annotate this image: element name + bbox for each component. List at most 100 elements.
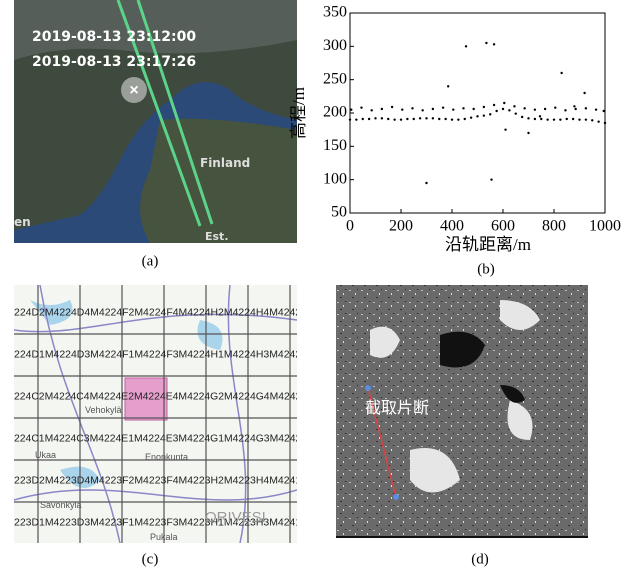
point (572, 118, 574, 120)
x-tick-label: 1000 (589, 218, 621, 235)
point (419, 117, 421, 119)
caption: (b) (477, 261, 495, 277)
map-label: Est. (205, 230, 229, 243)
point (490, 178, 492, 180)
point (457, 118, 459, 120)
point (489, 113, 491, 115)
caption: (c) (142, 551, 159, 567)
point (513, 105, 515, 107)
point (527, 132, 529, 134)
point (603, 110, 605, 112)
point (493, 43, 495, 45)
point (425, 117, 427, 119)
plot-frame (350, 13, 605, 213)
point (472, 108, 474, 110)
point (595, 108, 597, 110)
point (544, 108, 546, 110)
point (574, 108, 576, 110)
point (591, 119, 593, 121)
place-label: Savonkylä (40, 500, 82, 510)
point (483, 114, 485, 116)
caption: (a) (142, 253, 159, 269)
point (597, 120, 599, 122)
x-tick-label: 600 (491, 218, 515, 235)
x-tick-label: 0 (346, 218, 354, 235)
point (504, 128, 506, 130)
point (425, 182, 427, 184)
y-tick-label: 200 (323, 104, 347, 121)
x-tick-label: 200 (389, 218, 413, 235)
point (370, 109, 372, 111)
point (503, 102, 505, 104)
point (452, 108, 454, 110)
point (400, 118, 402, 120)
point (483, 106, 485, 108)
map-label: Finland (200, 156, 250, 170)
time-label: 2019-08-13 23:12:00 (32, 29, 196, 45)
point (493, 104, 495, 106)
point (515, 112, 517, 114)
point (381, 117, 383, 119)
tile-label: 223D2M4223D4M4223F2M4223F4M4223H2M4223H4… (14, 476, 314, 487)
panel-c: 224D2M4224D4M4224F2M4224F4M4224H2M4224H4… (14, 285, 332, 544)
y-axis-label: 高程/m (289, 87, 308, 139)
point (374, 117, 376, 119)
time-label: 2019-08-13 23:17:26 (32, 54, 196, 70)
point (566, 118, 568, 120)
annotation: 截取片断 (365, 399, 429, 417)
place-label: ORIVESI (205, 509, 266, 526)
tile-label: 224C1M4224C3M4224E1M4224E3M4224G1M4224G3… (14, 434, 314, 445)
point (465, 45, 467, 47)
point (391, 106, 393, 108)
point (560, 72, 562, 74)
tile-label: 224D1M4224D3M4224F1M4224F3M4224H1M4224H3… (14, 350, 314, 361)
point (432, 108, 434, 110)
point (604, 122, 606, 124)
y-tick-label: 300 (323, 37, 347, 54)
point (554, 106, 556, 108)
point (495, 110, 497, 112)
point (387, 118, 389, 120)
x-tick-label: 800 (542, 218, 566, 235)
point (381, 108, 383, 110)
point (485, 42, 487, 44)
point (406, 118, 408, 120)
point (583, 92, 585, 94)
x-axis-label: 沿轨距离/m (445, 235, 531, 254)
panel-d: 截取片断 (336, 285, 588, 537)
point (502, 108, 504, 110)
caption: (d) (471, 551, 489, 567)
point (534, 108, 536, 110)
point (462, 107, 464, 109)
svg-text:×: × (129, 82, 138, 99)
point (578, 118, 580, 120)
y-tick-label: 150 (323, 137, 347, 154)
point (539, 115, 541, 117)
point (476, 115, 478, 117)
point (442, 106, 444, 108)
point (553, 118, 555, 120)
point (540, 118, 542, 120)
point (432, 117, 434, 119)
point (585, 118, 587, 120)
x-tick-label: 400 (440, 218, 464, 235)
point (368, 118, 370, 120)
point (444, 118, 446, 120)
point (527, 117, 529, 119)
point (523, 107, 525, 109)
point (470, 116, 472, 118)
point (573, 105, 575, 107)
point (411, 107, 413, 109)
point (413, 118, 415, 120)
point (585, 107, 587, 109)
point (355, 118, 357, 120)
tile-label: 224C2M4224C4M4224E2M4224E4M4224G2M4224G4… (14, 392, 314, 403)
place-label: Pukala (150, 532, 178, 542)
point (447, 85, 449, 87)
tile-label: 224D2M4224D4M4224F2M4224F4M4224H2M4224H4… (14, 308, 314, 319)
point (534, 118, 536, 120)
point (362, 118, 364, 120)
point (360, 106, 362, 108)
point (349, 118, 351, 120)
